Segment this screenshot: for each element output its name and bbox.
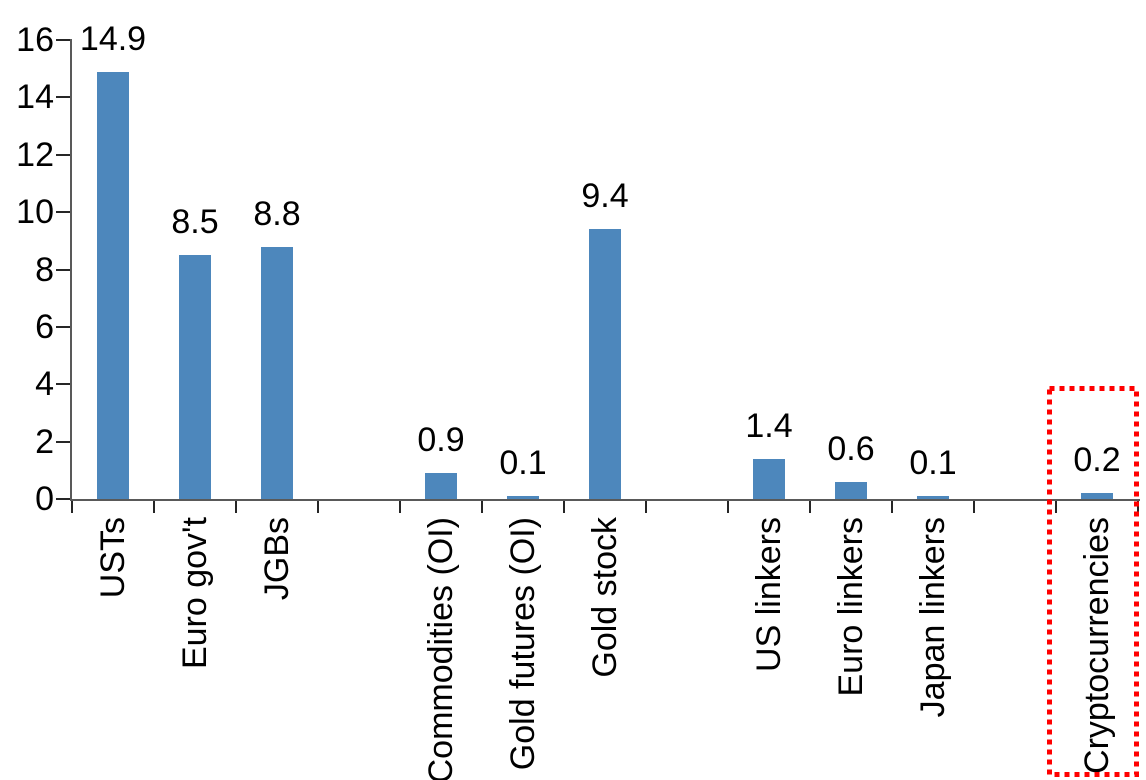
x-tick bbox=[235, 501, 237, 513]
x-tick bbox=[563, 501, 565, 513]
x-tick bbox=[809, 501, 811, 513]
bar-us-linkers bbox=[753, 458, 785, 499]
category-label-commodities-oi: Commodities (OI) bbox=[422, 517, 460, 780]
value-label-us-linkers: 1.4 bbox=[745, 406, 793, 445]
category-label-us-linkers: US linkers bbox=[750, 517, 788, 672]
y-tick-label: 6 bbox=[35, 307, 54, 346]
y-tick bbox=[56, 39, 70, 41]
value-label-commodities-oi: 0.9 bbox=[417, 421, 465, 460]
x-tick bbox=[1055, 501, 1057, 513]
category-label-usts: USTs bbox=[94, 517, 132, 599]
value-label-gold-futures-oi: 0.1 bbox=[499, 444, 547, 483]
bar-gold-futures-oi bbox=[507, 496, 539, 499]
y-tick-label: 0 bbox=[35, 480, 54, 518]
category-label-jgbs: JGBs bbox=[258, 517, 296, 601]
highlight-box-border bbox=[1047, 386, 1139, 777]
value-label-jgbs: 8.8 bbox=[253, 194, 301, 233]
y-tick-label: 4 bbox=[35, 365, 54, 404]
value-label-euro-gov-t: 8.5 bbox=[171, 203, 219, 242]
y-tick-label: 14 bbox=[16, 78, 54, 117]
bar-japan-linkers bbox=[917, 496, 949, 499]
value-label-euro-linkers: 0.6 bbox=[827, 429, 875, 468]
x-tick bbox=[153, 501, 155, 513]
value-label-cryptocurrencies: 0.2 bbox=[1073, 441, 1121, 480]
highlight-box bbox=[1047, 386, 1139, 777]
bar-cryptocurrencies bbox=[1081, 493, 1113, 499]
category-label-japan-linkers: Japan linkers bbox=[914, 517, 952, 718]
x-tick bbox=[317, 501, 319, 513]
y-tick bbox=[56, 211, 70, 214]
y-tick-label: 10 bbox=[16, 193, 54, 232]
y-tick bbox=[56, 440, 70, 443]
value-label-usts: 14.9 bbox=[79, 19, 147, 58]
category-label-euro-linkers: Euro linkers bbox=[832, 517, 870, 697]
category-label-gold-stock: Gold stock bbox=[586, 517, 624, 678]
bar-euro-gov-t bbox=[179, 255, 211, 499]
y-tick bbox=[56, 96, 70, 99]
y-axis-line bbox=[70, 39, 72, 501]
bar-gold-stock bbox=[589, 229, 621, 499]
category-label-gold-futures-oi: Gold futures (OI) bbox=[504, 517, 542, 771]
y-tick bbox=[56, 498, 70, 500]
y-tick-label: 2 bbox=[35, 422, 54, 461]
y-tick bbox=[56, 383, 70, 386]
x-tick bbox=[891, 501, 893, 513]
y-tick bbox=[56, 325, 70, 328]
x-tick bbox=[1137, 501, 1139, 513]
y-tick bbox=[56, 153, 70, 156]
y-tick bbox=[56, 268, 70, 271]
x-tick bbox=[973, 501, 975, 513]
y-tick-label: 16 bbox=[16, 21, 54, 59]
y-tick-label: 8 bbox=[35, 250, 54, 289]
bar-usts bbox=[97, 71, 129, 499]
value-label-gold-stock: 9.4 bbox=[581, 177, 629, 216]
x-axis-line bbox=[70, 499, 1140, 501]
x-tick bbox=[481, 501, 483, 513]
bar-euro-linkers bbox=[835, 481, 867, 499]
x-tick bbox=[399, 501, 401, 513]
y-tick-label: 12 bbox=[16, 135, 54, 174]
bar-commodities-oi bbox=[425, 473, 457, 499]
x-tick bbox=[727, 501, 729, 513]
x-tick bbox=[645, 501, 647, 513]
x-tick bbox=[71, 501, 73, 513]
bar-jgbs bbox=[261, 246, 293, 499]
value-label-japan-linkers: 0.1 bbox=[909, 444, 957, 483]
category-label-euro-gov-t: Euro gov't bbox=[176, 517, 214, 670]
